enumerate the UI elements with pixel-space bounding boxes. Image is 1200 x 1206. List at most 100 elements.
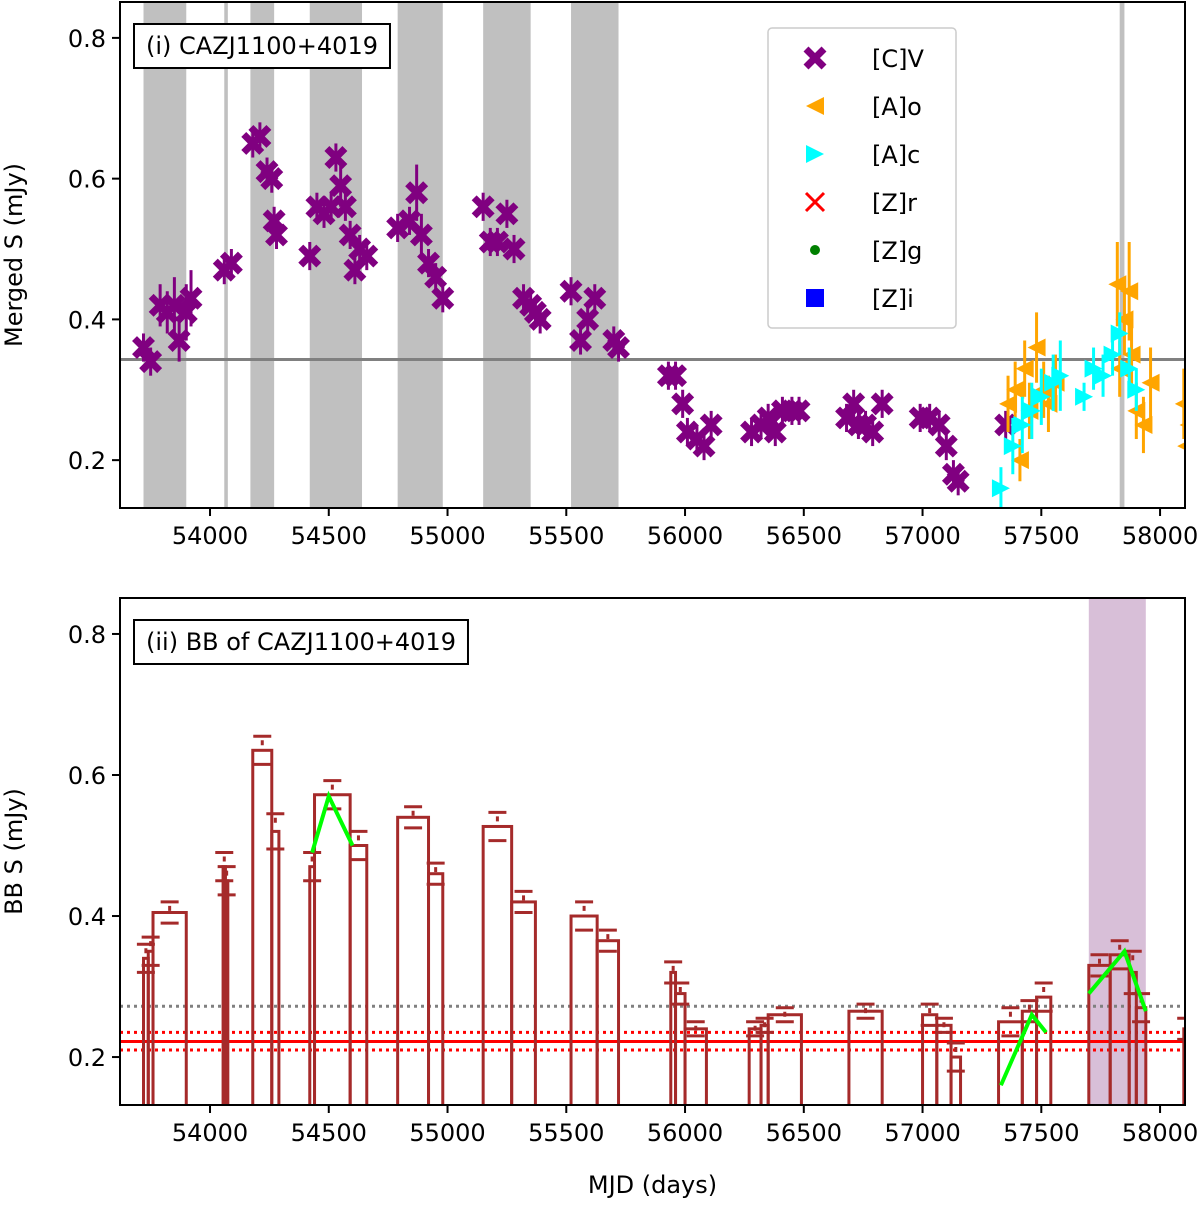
marker [219,251,243,275]
marker [409,223,433,247]
error-cap [598,928,617,953]
marker [576,307,600,331]
marker [1177,442,1185,450]
error-cap [671,981,690,1006]
error-cap [141,935,160,967]
y-tick-label: 0.2 [68,447,106,475]
axes-frame [119,597,1186,1106]
marker [1120,282,1139,301]
x-tick-label: 57500 [1003,522,1079,550]
marker [1084,359,1103,378]
plot-area [120,598,1185,1105]
annotation-box [133,619,469,665]
marker [265,223,288,247]
marker [1141,373,1160,392]
marker [1027,338,1046,357]
marker [583,286,607,310]
marker [1006,380,1025,399]
error-cap [303,851,322,883]
x-tick-label: 55500 [528,1119,604,1147]
marker [671,392,695,416]
marker [804,191,826,213]
marker [139,350,163,374]
legend-label: [A]c [872,141,920,169]
error-cap [856,1002,875,1020]
marker [1015,359,1034,378]
x-tick-label: 55000 [409,522,485,550]
trend-line [310,790,1148,1087]
x-tick-label: 56000 [647,1119,723,1147]
marker [810,245,820,255]
marker [1108,275,1127,294]
error-cap [349,829,368,862]
block [949,1055,963,1105]
block [1035,995,1053,1105]
x-tick-label: 56500 [766,522,842,550]
x-tick-label: 57000 [884,522,960,550]
error-cap [514,889,533,914]
marker [1013,415,1032,434]
marker [1103,345,1122,364]
y-tick-label: 0.4 [68,306,106,334]
marker [569,329,593,352]
marker [1094,366,1113,385]
x-tick-label: 58000 [1122,522,1198,550]
error-cap [426,861,445,886]
marker [324,146,348,170]
marker [1122,345,1141,364]
marker [179,286,203,310]
marker [1075,387,1094,406]
error-cap [1177,1016,1185,1041]
x-tick-label: 55500 [528,522,604,550]
error-cap [266,812,285,851]
marker [870,392,894,416]
x-tick-label: 54000 [172,1119,248,1147]
error-cap [1034,981,1053,1013]
error-cap [686,1020,705,1038]
block [1134,1006,1148,1105]
marker [991,479,1010,498]
marker [806,145,824,163]
marker [927,413,951,437]
marker [1127,380,1146,399]
marker [1110,324,1129,343]
legend-frame [767,27,957,329]
marker [699,413,723,437]
shaded-span [571,2,619,508]
legend-label: [A]o [872,93,922,121]
y-tick-label: 0.8 [68,25,106,53]
annotation: (ii) BB of CAZJ1100+4019 [146,628,456,656]
marker [1134,415,1153,434]
error-cap [934,1016,953,1034]
block [847,1009,884,1105]
marker [528,307,552,331]
marker [999,394,1018,413]
error-cap [1001,1006,1020,1038]
y-axis-label: BB S (mJy) [0,788,28,915]
error-cap [404,805,423,830]
marker [934,434,958,458]
legend-label: [Z]g [872,237,922,265]
error-cap [160,900,179,925]
marker [485,230,509,254]
marker [1120,359,1139,378]
y-tick-label: 0.6 [68,762,106,790]
block [569,914,599,1105]
block [427,872,445,1105]
block [151,910,188,1105]
block [595,939,621,1105]
legend-label: [C]V [872,45,924,73]
axes-frame [119,1,1186,509]
block [348,844,369,1105]
error-cap [775,1006,794,1024]
block [396,815,431,1105]
marker [1032,387,1051,406]
block [510,900,537,1105]
marker [471,195,495,219]
shaded-span [1119,2,1125,508]
marker [248,124,272,148]
marker [355,244,379,268]
x-tick-label: 57500 [1003,1119,1079,1147]
error-cap [1110,939,1129,971]
